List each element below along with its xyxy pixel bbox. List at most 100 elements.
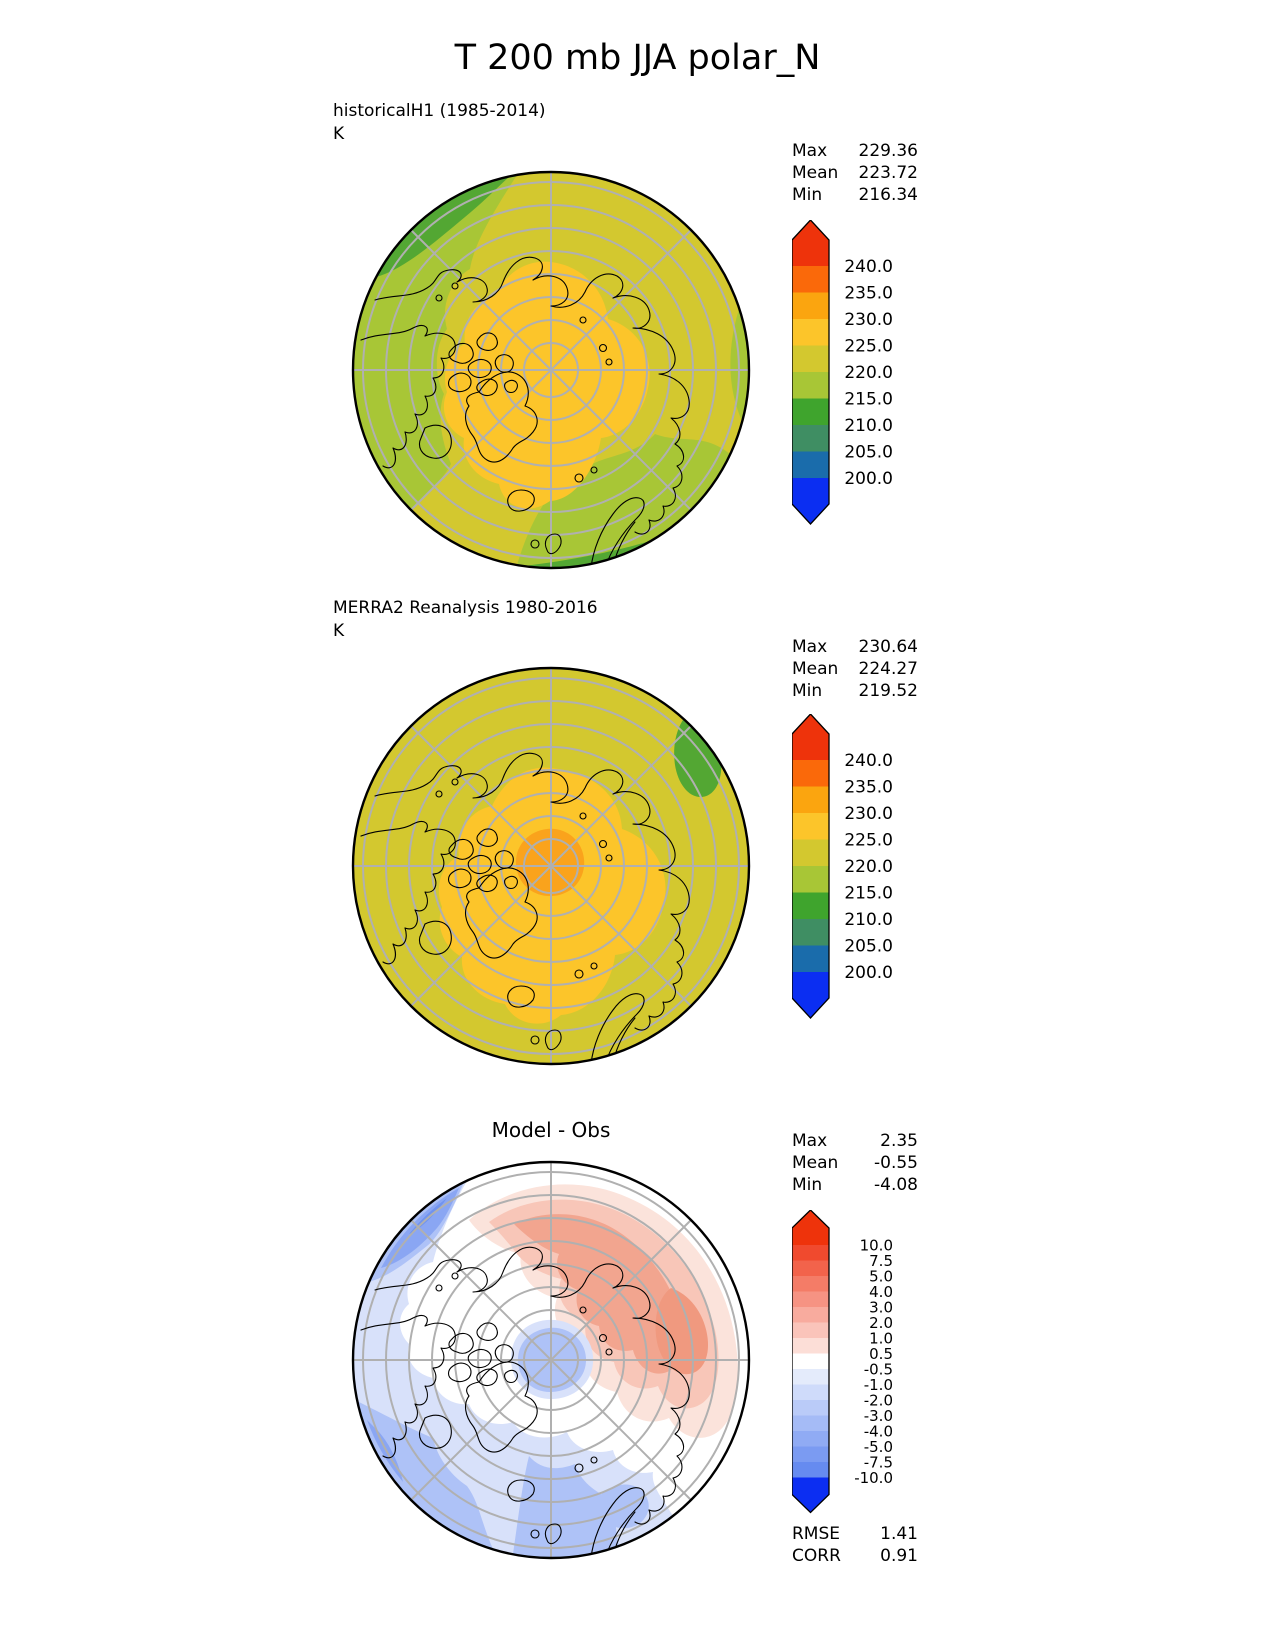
colorbar-outline	[791, 219, 830, 525]
stat-label: Max	[792, 637, 828, 657]
panel1-units: K	[333, 124, 345, 144]
stat-label: Mean	[792, 162, 839, 183]
colorbar-tick-label: 235.0	[844, 284, 893, 304]
colorbar-segment	[792, 451, 829, 479]
stat-value: 223.72	[858, 162, 918, 183]
colorbar-segment	[792, 760, 829, 788]
colorbar-tick-label: 220.0	[844, 363, 893, 383]
colorbar-tick-label: -10.0	[854, 1469, 893, 1487]
colorbar-tick-label: 220.0	[844, 857, 893, 877]
stat-value: 224.27	[858, 658, 918, 679]
stat-label: Max	[792, 141, 828, 161]
colorbar-tick-label: 215.0	[844, 884, 893, 904]
colorbar-segment	[792, 1384, 829, 1401]
colorbar-tick-label: 200.0	[844, 469, 893, 489]
colorbar-segment	[792, 839, 829, 867]
colorbar-svg: 240.0 235.0 230.0 225.0 220.0 215.0 210.0 205.0…	[791, 219, 893, 525]
stat-value: 229.36	[858, 141, 918, 161]
colorbar-tick-label: 230.0	[844, 804, 893, 824]
panel3-title: Model - Obs	[491, 1118, 611, 1142]
panel2-units: K	[333, 621, 345, 641]
metric-value: 1.41	[880, 1524, 918, 1544]
colorbar-tick-label: 205.0	[844, 443, 893, 463]
colorbar-historical: 240.0 235.0 230.0 225.0 220.0 215.0 210.0 205.0…	[791, 219, 900, 530]
colorbar-outline	[791, 713, 830, 1019]
metrics-difference: RMSE 1.41 CORR 0.91	[792, 1524, 918, 1568]
map3-contour-pos-high	[514, 1214, 684, 1374]
colorbar-segment	[792, 945, 829, 973]
stat-label: Max	[792, 1131, 828, 1151]
colorbar-tick-label: 235.0	[844, 778, 893, 798]
map3-contour-neg-mid	[357, 1401, 493, 1549]
colorbar-tick-label: 4.0	[869, 1283, 893, 1301]
colorbar-segment	[792, 372, 829, 400]
stat-label: Mean	[792, 1152, 839, 1173]
colorbar-tick-label: 210.0	[844, 416, 893, 436]
map3-white-pocket	[434, 1322, 506, 1390]
colorbar-tick-label: 2.0	[869, 1314, 893, 1332]
stats-merra2: Max 230.64 Mean 224.27 Min 219.52	[792, 637, 918, 702]
map3-contour-neg-mid	[599, 1484, 649, 1529]
colorbar-top-arrow	[792, 220, 829, 266]
colorbar-tick-label: 7.5	[869, 1252, 893, 1270]
colorbar-segment	[792, 1245, 829, 1262]
colorbar-tick-label: -1.0	[864, 1376, 893, 1394]
map1-contour-210-215	[376, 176, 510, 277]
colorbar-tick-label: 225.0	[844, 831, 893, 851]
map3-contour-neg-high	[367, 1420, 403, 1482]
colorbar-tick-label: -2.0	[864, 1391, 893, 1409]
colorbar-segment	[792, 319, 829, 347]
colorbar-segment	[792, 866, 829, 894]
colorbar-segment	[792, 292, 829, 320]
colorbar-tick-label: 5.0	[869, 1267, 893, 1285]
colorbar-top-arrow	[792, 714, 829, 760]
colorbar-tick-label: -3.0	[864, 1407, 893, 1425]
colorbar-tick-label: 230.0	[844, 310, 893, 330]
map3-border	[351, 1160, 751, 1560]
colorbar-bottom-arrow	[792, 972, 829, 1018]
panel1-title: historicalH1 (1985-2014)	[333, 101, 546, 121]
map1-border	[351, 170, 751, 570]
stat-value: 230.64	[858, 637, 918, 657]
colorbar-merra2: 240.0 235.0 230.0 225.0 220.0 215.0 210.0 205.0…	[791, 713, 900, 1024]
colorbar-tick-label: -5.0	[864, 1438, 893, 1456]
map-difference	[351, 1160, 751, 1560]
map-historical	[351, 170, 751, 570]
colorbar-bottom-arrow	[792, 478, 829, 524]
stat-value: -0.55	[874, 1152, 918, 1173]
colorbar-outline	[791, 1209, 830, 1514]
stat-value: 2.35	[880, 1131, 918, 1151]
colorbar-segment	[792, 919, 829, 947]
colorbar-segment	[792, 1462, 829, 1479]
stat-value: 216.34	[858, 184, 918, 205]
stat-label: Min	[792, 1174, 823, 1195]
stat-value: -4.08	[874, 1174, 918, 1195]
colorbar-segment	[792, 1369, 829, 1386]
stat-label: Min	[792, 184, 823, 205]
colorbar-segment	[792, 786, 829, 814]
colorbar-tick-label: 240.0	[844, 257, 893, 277]
colorbar-segment	[792, 1353, 829, 1370]
colorbar-tick-label: 3.0	[869, 1298, 893, 1316]
colorbar-segment	[792, 1431, 829, 1448]
stat-value: 219.52	[858, 680, 918, 701]
colorbar-tick-label: 210.0	[844, 910, 893, 930]
colorbar-segment	[792, 1260, 829, 1277]
colorbar-segment	[792, 398, 829, 426]
colorbar-segment	[792, 266, 829, 294]
colorbar-segment	[792, 1446, 829, 1463]
colorbar-tick-label: 225.0	[844, 337, 893, 357]
figure-title: T 200 mb JJA polar_N	[454, 38, 821, 78]
colorbar-tick-label: -0.5	[864, 1360, 893, 1378]
stat-label: Min	[792, 680, 823, 701]
colorbar-tick-label: 200.0	[844, 963, 893, 983]
colorbar-tick-label: 240.0	[844, 751, 893, 771]
colorbar-segment	[792, 345, 829, 373]
colorbar-segment	[792, 1338, 829, 1355]
metric-label: RMSE	[792, 1524, 841, 1544]
map1-contour-210-215	[523, 541, 650, 568]
colorbar-segment	[792, 425, 829, 453]
map-merra2	[351, 666, 751, 1066]
colorbar-segment	[792, 813, 829, 841]
